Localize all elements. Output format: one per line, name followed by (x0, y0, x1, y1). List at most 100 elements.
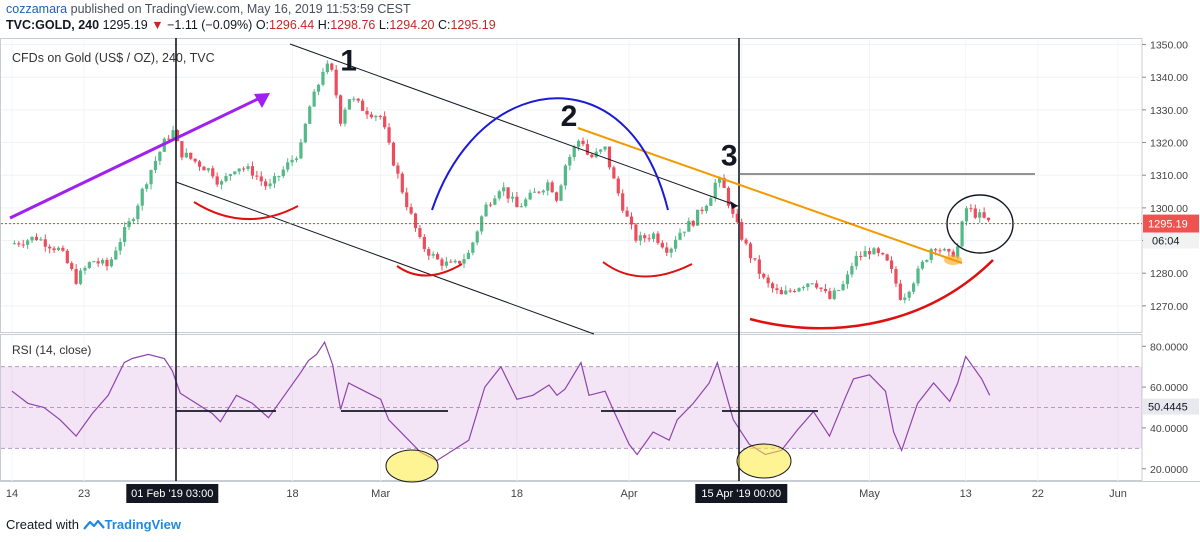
candle (352, 98, 356, 100)
blue-dome-arc[interactable] (431, 97, 669, 211)
rsi-oversold-highlight-1[interactable] (385, 449, 439, 483)
channel-lower-line[interactable] (175, 181, 595, 335)
candle (347, 99, 352, 110)
red-arc-1[interactable] (193, 201, 299, 221)
candle (87, 262, 91, 268)
time-crosshair-badge (695, 484, 788, 503)
candle (286, 162, 290, 170)
candle (413, 213, 418, 229)
candle (242, 168, 246, 170)
candle (458, 260, 462, 264)
candle (48, 246, 52, 249)
candle (92, 261, 96, 263)
time-tick-label: 13 (960, 488, 972, 500)
candle (39, 239, 43, 241)
chart-canvas[interactable]: 1270.001280.001290.001300.001310.001320.… (0, 38, 1200, 510)
candle (105, 259, 109, 267)
candle (828, 291, 832, 299)
candle (228, 174, 232, 177)
candle (484, 204, 488, 217)
candle (70, 263, 74, 269)
candle (616, 178, 620, 194)
candle (211, 168, 215, 177)
candle (894, 269, 898, 284)
candle (656, 233, 660, 243)
candle (405, 192, 409, 208)
candle (409, 207, 413, 214)
candle (462, 259, 466, 264)
price-tick-label: 1300.00 (1150, 203, 1188, 215)
symbol[interactable]: TVC:GOLD, 240 (6, 18, 100, 32)
candle (510, 196, 515, 199)
candle (171, 130, 175, 139)
candle (361, 100, 365, 111)
candle (444, 261, 448, 266)
purple-trend-arrow[interactable] (9, 95, 263, 220)
rsi-last-label: 50.4445 (1148, 402, 1188, 414)
red-arc-3[interactable] (602, 261, 693, 278)
candle (806, 283, 810, 288)
candle (400, 173, 404, 193)
price-tick-label: 1270.00 (1150, 301, 1188, 313)
change-arrow: ▼ (151, 18, 164, 32)
candle (643, 235, 647, 239)
time-tick-label: 18 (511, 488, 523, 500)
candle (845, 274, 850, 285)
candle (546, 182, 550, 191)
candle (56, 247, 61, 251)
candle (123, 227, 127, 242)
candle (149, 170, 153, 185)
last-price-badge (1143, 214, 1199, 233)
candle (854, 255, 858, 267)
candle (537, 191, 541, 193)
black-circle[interactable] (946, 194, 1014, 254)
candle (78, 270, 83, 284)
channel-arrowhead[interactable] (730, 201, 738, 209)
candle (497, 191, 501, 199)
candle (330, 63, 334, 70)
candle (969, 208, 973, 210)
price-tick-label: 1350.00 (1150, 40, 1188, 52)
candle (577, 140, 581, 147)
orange-highlight[interactable] (944, 255, 962, 265)
publisher-line: cozzamara published on TradingView.com, … (6, 2, 411, 16)
candle (634, 224, 638, 241)
main-pane-frame (0, 38, 1143, 333)
candle (815, 283, 819, 288)
candle (466, 252, 471, 260)
candle (321, 71, 325, 85)
footer-brand[interactable]: TradingView (104, 517, 181, 532)
open-label: O: (255, 18, 270, 32)
candle (744, 239, 748, 244)
bar-countdown: 06:04 (1152, 236, 1180, 248)
candle (422, 236, 426, 250)
publisher-name[interactable]: cozzamara (6, 2, 68, 16)
candle (907, 291, 911, 298)
time-tick-label: Apr (621, 488, 638, 500)
candle (568, 156, 572, 166)
candle (524, 199, 528, 207)
candle (678, 232, 682, 240)
red-arc-4[interactable] (749, 259, 994, 330)
candle (12, 243, 17, 245)
time-crosshair-label: 15 Apr '19 00:00 (701, 488, 781, 500)
candle (233, 171, 237, 175)
close-value: 1295.19 (450, 18, 496, 32)
candle (453, 260, 457, 263)
candle (788, 290, 792, 292)
candle (876, 248, 880, 253)
symbol-line: TVC:GOLD, 240 1295.19 ▼ −1.11 (−0.09%) O… (6, 18, 496, 32)
candle (612, 167, 616, 179)
candle (550, 182, 554, 193)
purple-arrowhead[interactable] (254, 93, 270, 108)
candle (837, 290, 841, 292)
candle (682, 231, 686, 233)
orange-trendline[interactable] (577, 127, 963, 264)
red-arc-2[interactable] (396, 263, 463, 277)
channel-upper-line[interactable] (289, 43, 739, 207)
low-value: 1294.20 (389, 18, 435, 32)
candle (158, 151, 162, 161)
candle (766, 277, 770, 284)
rsi-oversold-highlight-2[interactable] (736, 443, 792, 479)
candle (841, 284, 845, 291)
